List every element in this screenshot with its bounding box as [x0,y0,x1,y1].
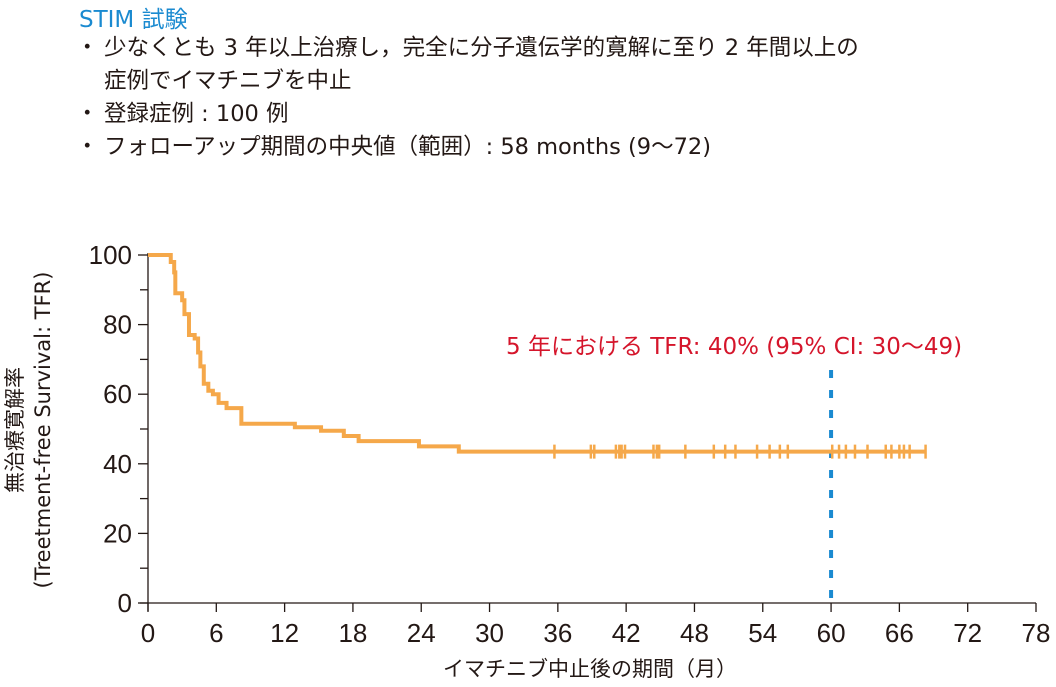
x-tick-label: 6 [209,618,223,648]
x-tick-label: 72 [953,618,982,648]
summary-item-line: 症例でイマチニブを中止 [104,68,352,94]
tfr-annotation: 5 年における TFR: 40% (95% CI: 30～49) [506,334,962,360]
y-tick-label: 60 [103,379,132,409]
tfr-curve [148,253,926,454]
x-tick-label: 36 [543,618,572,648]
y-tick-label: 40 [103,449,132,479]
x-tick-label: 42 [612,618,641,648]
y-tick-label: 0 [118,588,132,618]
y-tick-label: 80 [103,310,132,340]
y-tick-label: 100 [89,240,132,270]
x-tick-label: 0 [141,618,155,648]
tick-marks [138,254,1037,612]
x-tick-label: 60 [817,618,846,648]
summary-item-enrolled: 登録症例 : 100 例 [76,98,859,131]
y-tick-label: 20 [103,518,132,548]
summary-item-line: フォローアップ期間の中央値（範囲）: 58 months (9～72) [104,134,712,160]
x-tick-label: 54 [748,618,777,648]
x-tick-labels: 0 6 12 18 24 30 36 42 48 54 60 66 72 78 [141,618,1051,648]
summary-item-line: 登録症例 : 100 例 [104,101,289,127]
summary-item-line: 少なくとも 3 年以上治療し，完全に分子遺伝学的寛解に至り 2 年間以上の [104,35,859,61]
x-tick-label: 66 [885,618,914,648]
study-summary-list: 少なくとも 3 年以上治療し，完全に分子遺伝学的寛解に至り 2 年間以上の 症例… [76,32,859,164]
axes [140,253,1036,611]
x-tick-label: 78 [1022,618,1051,648]
x-tick-label: 30 [475,618,504,648]
chart-title: STIM 試験 [79,7,188,33]
x-tick-label: 18 [338,618,367,648]
y-axis-title-line1: 無治療寛解率 [3,367,27,493]
x-tick-label: 48 [680,618,709,648]
x-tick-label: 12 [270,618,299,648]
censor-marks [553,444,927,459]
summary-item-followup: フォローアップ期間の中央値（範囲）: 58 months (9～72) [76,131,859,164]
summary-item-criteria: 少なくとも 3 年以上治療し，完全に分子遺伝学的寛解に至り 2 年間以上の 症例… [76,32,859,98]
x-axis-title: イマチニブ中止後の期間（月） [443,657,737,681]
x-tick-label: 24 [407,618,436,648]
y-tick-labels: 0 20 40 60 80 100 [89,240,132,618]
y-axis-title-line2: (Treetment-free Survival: TFR) [31,272,55,589]
